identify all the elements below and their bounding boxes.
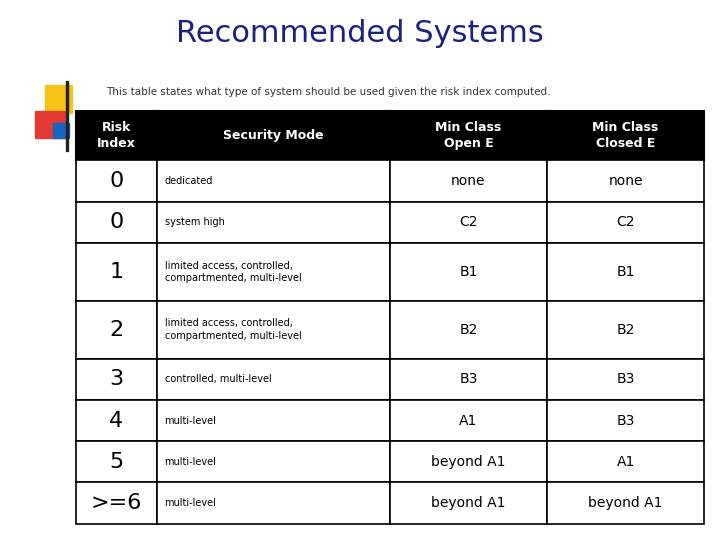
Text: limited access, controlled,
compartmented, multi-level: limited access, controlled, compartmente… xyxy=(164,319,301,341)
Text: beyond A1: beyond A1 xyxy=(431,496,505,510)
Text: multi-level: multi-level xyxy=(164,498,217,508)
Text: multi-level: multi-level xyxy=(164,415,217,426)
Text: beyond A1: beyond A1 xyxy=(431,455,505,469)
Text: B3: B3 xyxy=(616,372,635,386)
Text: 0: 0 xyxy=(109,212,124,232)
Text: B2: B2 xyxy=(459,322,477,336)
Text: B2: B2 xyxy=(616,322,635,336)
Text: A1: A1 xyxy=(616,455,635,469)
Text: B1: B1 xyxy=(616,265,635,279)
Text: 0: 0 xyxy=(109,171,124,191)
Text: 4: 4 xyxy=(109,410,124,430)
Text: 5: 5 xyxy=(109,452,124,472)
Text: A1: A1 xyxy=(459,414,477,428)
Text: B3: B3 xyxy=(616,414,635,428)
Text: B1: B1 xyxy=(459,265,477,279)
Text: C2: C2 xyxy=(616,215,635,230)
Text: Risk
Index: Risk Index xyxy=(97,121,136,150)
Text: limited access, controlled,
compartmented, multi-level: limited access, controlled, compartmente… xyxy=(164,261,301,283)
Text: 1: 1 xyxy=(109,262,124,282)
Text: Min Class
Open E: Min Class Open E xyxy=(436,121,502,150)
Text: dedicated: dedicated xyxy=(164,176,213,186)
Text: B3: B3 xyxy=(459,372,477,386)
Text: 3: 3 xyxy=(109,369,124,389)
Text: 2: 2 xyxy=(109,320,124,340)
Text: none: none xyxy=(608,174,643,188)
Text: Min Class
Closed E: Min Class Closed E xyxy=(593,121,659,150)
Text: controlled, multi-level: controlled, multi-level xyxy=(164,374,271,384)
Text: This table states what type of system should be used given the risk index comput: This table states what type of system sh… xyxy=(107,87,551,98)
Text: >=6: >=6 xyxy=(91,493,142,513)
Text: C2: C2 xyxy=(459,215,477,230)
Text: system high: system high xyxy=(164,217,225,227)
Text: multi-level: multi-level xyxy=(164,457,217,467)
Text: none: none xyxy=(451,174,486,188)
Text: Recommended Systems: Recommended Systems xyxy=(176,19,544,48)
Text: beyond A1: beyond A1 xyxy=(588,496,663,510)
Text: Security Mode: Security Mode xyxy=(223,129,324,142)
